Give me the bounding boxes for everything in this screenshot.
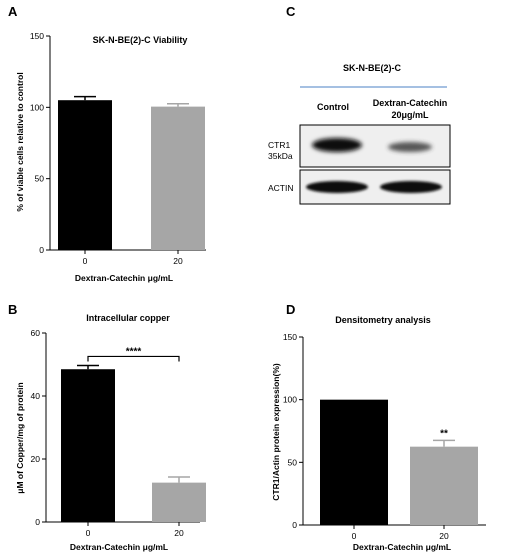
chart-b-bar-0	[61, 369, 115, 522]
chart-b-xtick-label-0: 0	[86, 528, 91, 538]
chart-a-xtick-label-1: 20	[173, 256, 183, 266]
chart-d-xlabel: Dextran-Catechin μg/mL	[353, 542, 451, 552]
chart-b-error-bar-1	[168, 476, 190, 483]
chart-d-ytick-label-2: 100	[283, 395, 297, 405]
western-blot: SK-N-BE(2)-C Control Dextran-Catechin 20…	[268, 63, 451, 205]
wb-actin-band-control	[306, 181, 368, 193]
panel-letter-b: B	[8, 302, 17, 317]
chart-b-ytick-label-3: 60	[31, 328, 41, 338]
chart-b-sig-label: ****	[126, 346, 142, 357]
chart-d-bar-0	[320, 399, 388, 525]
chart-b-error-bar-0	[77, 364, 99, 370]
chart-b-ylabel: μM of Copper/mg of protein	[15, 382, 25, 493]
chart-b: Intracellular copper μM of Copper/mg of …	[15, 313, 206, 552]
chart-d-ytick-label-0: 0	[292, 520, 297, 530]
wb-label-actin: ACTIN	[268, 183, 294, 193]
chart-a: SK-N-BE(2)-C Viability % of viable cells…	[15, 31, 206, 283]
chart-b-title: Intracellular copper	[86, 313, 170, 323]
panel-letter-d: D	[286, 302, 295, 317]
wb-ctr1-band-treated	[388, 142, 432, 152]
chart-d-title: Densitometry analysis	[335, 315, 431, 325]
wb-lane-treated-line1: Dextran-Catechin	[373, 98, 448, 108]
wb-actin-band-treated	[380, 181, 442, 193]
chart-a-ytick-label-0: 0	[39, 245, 44, 255]
wb-lane-control: Control	[317, 102, 349, 112]
wb-label-ctr1: CTR1	[268, 140, 290, 150]
chart-a-ytick-label-2: 100	[30, 102, 44, 112]
chart-b-sig-bracket	[87, 355, 180, 362]
chart-d: Densitometry analysis CTR1/Actin protein…	[271, 315, 486, 552]
chart-b-ytick-label-0: 0	[35, 517, 40, 527]
chart-d-error-bar-1	[433, 439, 455, 447]
wb-ctr1-band-control	[312, 138, 362, 152]
wb-label-ctr1-size: 35kDa	[268, 151, 293, 161]
chart-d-bar-1	[410, 446, 478, 525]
chart-d-ytick-label-1: 50	[288, 457, 298, 467]
chart-d-xtick-label-1: 20	[439, 531, 449, 541]
chart-b-xlabel: Dextran-Catechin μg/mL	[70, 542, 168, 552]
chart-b-ytick-label-1: 20	[31, 454, 41, 464]
chart-d-sig-label: **	[440, 428, 448, 439]
chart-a-title: SK-N-BE(2)-C Viability	[93, 35, 188, 45]
chart-a-error-bar-1	[167, 103, 189, 107]
chart-a-error-bar-0	[74, 95, 96, 101]
panel-letter-a: A	[8, 4, 18, 19]
chart-a-bar-0	[58, 100, 112, 250]
chart-b-bar-1	[152, 482, 206, 522]
chart-a-ylabel: % of viable cells relative to control	[15, 72, 25, 211]
chart-d-ytick-label-3: 150	[283, 332, 297, 342]
wb-cell-line: SK-N-BE(2)-C	[343, 63, 401, 73]
chart-a-bar-1	[151, 106, 205, 251]
chart-b-ytick-label-2: 40	[31, 391, 41, 401]
chart-a-xtick-label-0: 0	[83, 256, 88, 266]
wb-lane-treated-line2: 20μg/mL	[391, 110, 429, 120]
chart-d-xtick-label-0: 0	[352, 531, 357, 541]
chart-a-xlabel: Dextran-Catechin μg/mL	[75, 273, 173, 283]
chart-d-ylabel: CTR1/Actin protein expression(%)	[271, 363, 281, 501]
panel-letter-c: C	[286, 4, 296, 19]
chart-a-ytick-label-3: 150	[30, 31, 44, 41]
chart-b-xtick-label-1: 20	[174, 528, 184, 538]
chart-a-ytick-label-1: 50	[35, 174, 45, 184]
